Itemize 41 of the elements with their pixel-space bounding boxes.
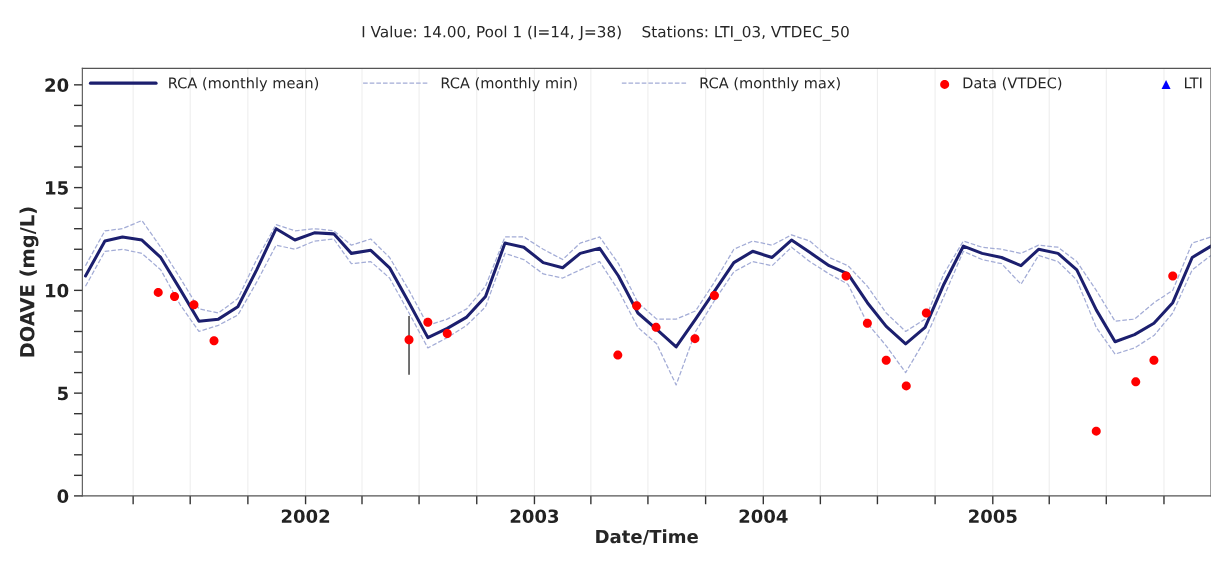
x-tick-label: 2005 <box>969 509 1017 524</box>
legend-label: LTI <box>1184 77 1202 89</box>
point <box>1091 426 1101 436</box>
x-tick-label: 2002 <box>281 509 330 524</box>
point <box>862 318 872 328</box>
line-series <box>83 227 1211 349</box>
y-axis-title: DOAVE (mg/L) <box>19 207 39 357</box>
point <box>841 271 851 281</box>
y-tick-label: 10 <box>46 283 69 298</box>
point <box>209 336 219 346</box>
y-tick-label: 15 <box>46 181 68 195</box>
x-tick-label: 2004 <box>739 509 788 524</box>
chart-title: I Value: 14.00, Pool 1 (I=14, J=38) Stations: LTI_03, VTDEC_50 <box>362 25 849 41</box>
point <box>709 291 719 301</box>
point <box>632 301 642 311</box>
point <box>189 300 199 310</box>
point <box>651 322 661 332</box>
point <box>442 329 452 339</box>
point <box>1168 271 1178 281</box>
y-tick-label: 0 <box>57 489 69 504</box>
y-tick-label: 20 <box>45 78 69 92</box>
point <box>1149 355 1159 365</box>
y-tick-label: 5 <box>57 386 68 401</box>
line-series <box>84 219 1211 333</box>
legend-label: RCA (monthly min) <box>441 77 577 92</box>
point <box>881 355 891 365</box>
x-axis-title: Date/Time <box>596 529 698 545</box>
point <box>170 292 180 302</box>
legend-label: RCA (monthly mean) <box>169 77 319 92</box>
point <box>153 287 163 297</box>
legend-label: RCA (monthly max) <box>700 77 840 92</box>
point <box>423 317 433 327</box>
legend-label: Data (VTDEC) <box>963 77 1062 91</box>
line-series <box>84 238 1211 386</box>
point <box>1131 377 1141 387</box>
point <box>404 335 414 345</box>
point <box>901 381 911 391</box>
point <box>613 350 623 360</box>
x-tick-label: 2003 <box>510 509 559 524</box>
point <box>921 308 931 318</box>
point <box>690 334 700 344</box>
